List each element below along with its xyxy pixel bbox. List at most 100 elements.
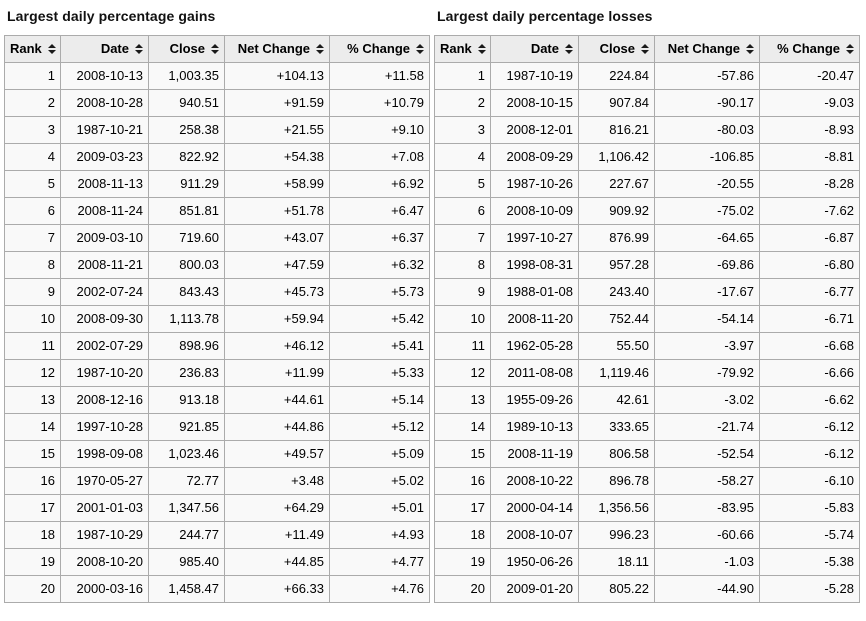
losses-table: Rank Date Close Net Change% Change 1 1987-10…	[434, 35, 860, 603]
column-header-percent-change[interactable]: % Change	[329, 35, 430, 63]
cell-rank: 17	[4, 494, 61, 522]
cell-rank: 14	[434, 413, 491, 441]
table-row: 16 2008-10-22 896.78 -58.27 -6.10	[434, 467, 860, 495]
cell-net-change: -20.55	[654, 170, 760, 198]
cell-close: 1,356.56	[578, 494, 655, 522]
cell-date: 2002-07-29	[60, 332, 149, 360]
cell-percent-change: +5.09	[329, 440, 430, 468]
column-header-rank[interactable]: Rank	[434, 35, 491, 63]
cell-net-change: +45.73	[224, 278, 330, 306]
cell-rank: 19	[4, 548, 61, 576]
table-row: 4 2009-03-23 822.92 +54.38 +7.08	[4, 143, 430, 171]
cell-close: 1,347.56	[148, 494, 225, 522]
cell-date: 2008-09-30	[60, 305, 149, 333]
cell-rank: 18	[4, 521, 61, 549]
column-header-date[interactable]: Date	[490, 35, 579, 63]
table-row: 13 2008-12-16 913.18 +44.61 +5.14	[4, 386, 430, 414]
table-row: 1 2008-10-13 1,003.35 +104.13 +11.58	[4, 62, 430, 90]
column-header-label: Net Change	[237, 41, 310, 56]
cell-percent-change: -6.77	[759, 278, 860, 306]
cell-close: 1,458.47	[148, 575, 225, 603]
table-row: 4 2008-09-29 1,106.42 -106.85 -8.81	[434, 143, 860, 171]
column-header-rank[interactable]: Rank	[4, 35, 61, 63]
cell-net-change: +3.48	[224, 467, 330, 495]
cell-close: 1,113.78	[148, 305, 225, 333]
cell-percent-change: -6.10	[759, 467, 860, 495]
table-row: 8 2008-11-21 800.03 +47.59 +6.32	[4, 251, 430, 279]
sort-icon	[135, 43, 143, 54]
cell-date: 2008-11-19	[490, 440, 579, 468]
cell-close: 333.65	[578, 413, 655, 441]
cell-net-change: +21.55	[224, 116, 330, 144]
cell-rank: 9	[434, 278, 491, 306]
cell-close: 822.92	[148, 143, 225, 171]
cell-date: 1998-08-31	[490, 251, 579, 279]
column-header-close[interactable]: Close	[148, 35, 225, 63]
table-row: 11 1962-05-28 55.50 -3.97 -6.68	[434, 332, 860, 360]
table-row: 6 2008-11-24 851.81 +51.78 +6.47	[4, 197, 430, 225]
cell-net-change: -44.90	[654, 575, 760, 603]
cell-net-change: -17.67	[654, 278, 760, 306]
cell-percent-change: -6.68	[759, 332, 860, 360]
cell-net-change: -57.86	[654, 62, 760, 90]
cell-close: 876.99	[578, 224, 655, 252]
cell-date: 2008-10-15	[490, 89, 579, 117]
cell-rank: 12	[4, 359, 61, 387]
cell-percent-change: -6.62	[759, 386, 860, 414]
cell-close: 1,119.46	[578, 359, 655, 387]
cell-percent-change: +6.47	[329, 197, 430, 225]
cell-close: 752.44	[578, 305, 655, 333]
cell-date: 1997-10-28	[60, 413, 149, 441]
cell-rank: 11	[434, 332, 491, 360]
table-row: 5 2008-11-13 911.29 +58.99 +6.92	[4, 170, 430, 198]
cell-net-change: +104.13	[224, 62, 330, 90]
column-header-net-change[interactable]: Net Change	[224, 35, 330, 63]
cell-net-change: +66.33	[224, 575, 330, 603]
table-row: 5 1987-10-26 227.67 -20.55 -8.28	[434, 170, 860, 198]
cell-close: 800.03	[148, 251, 225, 279]
column-header-close[interactable]: Close	[578, 35, 655, 63]
cell-close: 985.40	[148, 548, 225, 576]
cell-date: 1950-06-26	[490, 548, 579, 576]
table-row: 14 1989-10-13 333.65 -21.74 -6.12	[434, 413, 860, 441]
cell-percent-change: +5.12	[329, 413, 430, 441]
cell-net-change: -83.95	[654, 494, 760, 522]
column-header-net-change[interactable]: Net Change	[654, 35, 760, 63]
cell-percent-change: -20.47	[759, 62, 860, 90]
cell-net-change: +91.59	[224, 89, 330, 117]
column-header-percent-change[interactable]: % Change	[759, 35, 860, 63]
cell-date: 1997-10-27	[490, 224, 579, 252]
cell-close: 911.29	[148, 170, 225, 198]
cell-rank: 20	[4, 575, 61, 603]
cell-net-change: -80.03	[654, 116, 760, 144]
cell-date: 2009-03-23	[60, 143, 149, 171]
column-header-label: Rank	[10, 41, 42, 56]
cell-date: 2002-07-24	[60, 278, 149, 306]
cell-percent-change: -8.81	[759, 143, 860, 171]
cell-rank: 1	[4, 62, 61, 90]
cell-percent-change: +11.58	[329, 62, 430, 90]
cell-percent-change: +6.92	[329, 170, 430, 198]
cell-close: 909.92	[578, 197, 655, 225]
cell-rank: 16	[434, 467, 491, 495]
cell-net-change: -21.74	[654, 413, 760, 441]
sort-icon	[47, 43, 56, 54]
cell-date: 2000-03-16	[60, 575, 149, 603]
table-row: 7 1997-10-27 876.99 -64.65 -6.87	[434, 224, 860, 252]
column-header-date[interactable]: Date	[60, 35, 149, 63]
cell-date: 2008-11-21	[60, 251, 149, 279]
header-row: Rank Date Close Net Change % Change	[4, 35, 430, 63]
cell-percent-change: +9.10	[329, 116, 430, 144]
cell-percent-change: +4.76	[329, 575, 430, 603]
cell-close: 898.96	[148, 332, 225, 360]
cell-net-change: -106.85	[654, 143, 760, 171]
cell-rank: 7	[434, 224, 491, 252]
cell-rank: 16	[4, 467, 61, 495]
losses-section: Largest daily percentage losses Rank Date…	[434, 0, 860, 603]
gains-section: Largest daily percentage gains Rank Date C…	[4, 0, 430, 603]
cell-close: 957.28	[578, 251, 655, 279]
cell-percent-change: +5.01	[329, 494, 430, 522]
table-row: 19 2008-10-20 985.40 +44.85 +4.77	[4, 548, 430, 576]
cell-net-change: +44.86	[224, 413, 330, 441]
cell-percent-change: +4.77	[329, 548, 430, 576]
